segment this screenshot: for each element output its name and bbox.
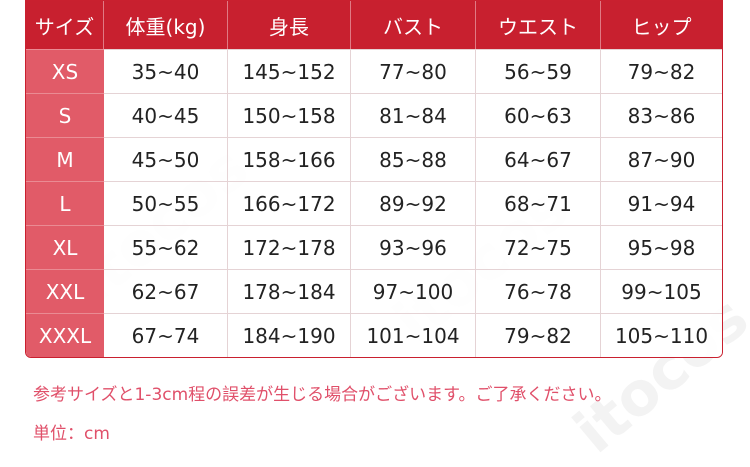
size-label: XXL [26, 269, 104, 313]
table-row: XXL 62~67 178~184 97~100 76~78 99~105 [26, 269, 722, 313]
measurement-cell: 64~67 [476, 137, 601, 181]
header-size: サイズ [26, 1, 104, 49]
measurement-cell: 99~105 [601, 269, 722, 313]
unit-note: 単位：cm [33, 424, 110, 444]
measurement-cell: 178~184 [228, 269, 351, 313]
measurement-cell: 150~158 [228, 93, 351, 137]
measurement-cell: 85~88 [351, 137, 476, 181]
header-row: サイズ 体重(kg) 身長 バスト ウエスト ヒップ [26, 1, 722, 49]
measurement-cell: 55~62 [104, 225, 228, 269]
header-hip: ヒップ [601, 1, 722, 49]
measurement-cell: 172~178 [228, 225, 351, 269]
size-label: XL [26, 225, 104, 269]
table-row: M 45~50 158~166 85~88 64~67 87~90 [26, 137, 722, 181]
header-bust: バスト [351, 1, 476, 49]
measurement-cell: 166~172 [228, 181, 351, 225]
measurement-cell: 95~98 [601, 225, 722, 269]
measurement-cell: 93~96 [351, 225, 476, 269]
measurement-cell: 79~82 [476, 313, 601, 357]
measurement-cell: 105~110 [601, 313, 722, 357]
disclaimer-note: 参考サイズと1-3cm程の誤差が生じる場合がございます。ご了承ください。 [33, 385, 612, 405]
table-row: XXXL 67~74 184~190 101~104 79~82 105~110 [26, 313, 722, 357]
measurement-cell: 56~59 [476, 49, 601, 93]
measurement-cell: 158~166 [228, 137, 351, 181]
measurement-cell: 72~75 [476, 225, 601, 269]
size-label: M [26, 137, 104, 181]
size-label: XXXL [26, 313, 104, 357]
size-chart-table: サイズ 体重(kg) 身長 バスト ウエスト ヒップ XS 35~40 145~15… [25, 0, 723, 358]
measurement-cell: 50~55 [104, 181, 228, 225]
table-row: L 50~55 166~172 89~92 68~71 91~94 [26, 181, 722, 225]
measurement-cell: 81~84 [351, 93, 476, 137]
measurement-cell: 184~190 [228, 313, 351, 357]
measurement-cell: 67~74 [104, 313, 228, 357]
size-label: S [26, 93, 104, 137]
measurement-cell: 101~104 [351, 313, 476, 357]
measurement-cell: 62~67 [104, 269, 228, 313]
table-row: XL 55~62 172~178 93~96 72~75 95~98 [26, 225, 722, 269]
measurement-cell: 60~63 [476, 93, 601, 137]
measurement-cell: 40~45 [104, 93, 228, 137]
header-waist: ウエスト [476, 1, 601, 49]
header-height: 身長 [228, 1, 351, 49]
header-weight: 体重(kg) [104, 1, 228, 49]
measurement-cell: 35~40 [104, 49, 228, 93]
measurement-cell: 76~78 [476, 269, 601, 313]
table-row: S 40~45 150~158 81~84 60~63 83~86 [26, 93, 722, 137]
measurement-cell: 91~94 [601, 181, 722, 225]
measurement-cell: 83~86 [601, 93, 722, 137]
size-label: L [26, 181, 104, 225]
measurement-cell: 68~71 [476, 181, 601, 225]
measurement-cell: 77~80 [351, 49, 476, 93]
measurement-cell: 45~50 [104, 137, 228, 181]
table-row: XS 35~40 145~152 77~80 56~59 79~82 [26, 49, 722, 93]
measurement-cell: 87~90 [601, 137, 722, 181]
measurement-cell: 97~100 [351, 269, 476, 313]
measurement-cell: 89~92 [351, 181, 476, 225]
size-label: XS [26, 49, 104, 93]
measurement-cell: 79~82 [601, 49, 722, 93]
measurement-cell: 145~152 [228, 49, 351, 93]
